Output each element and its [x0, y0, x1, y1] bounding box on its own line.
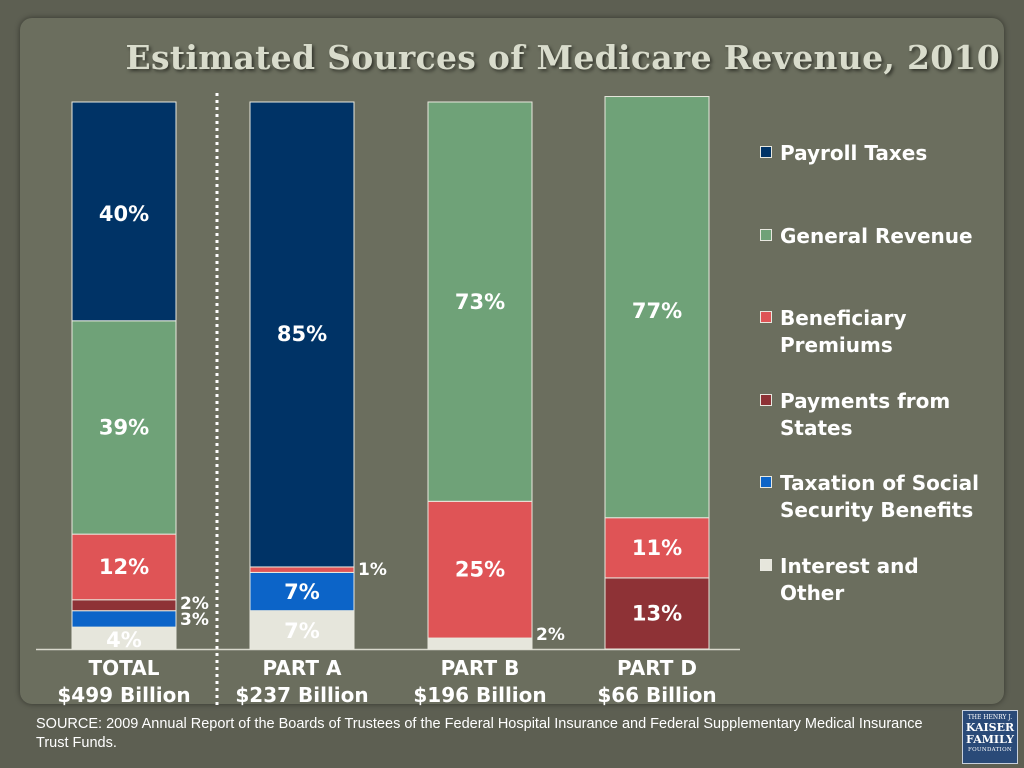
data-label: 4%: [106, 628, 142, 652]
legend-label: Interest and Other: [780, 554, 919, 605]
data-label: 13%: [632, 601, 682, 625]
legend-item-beneficiary-premiums: Beneficiary Premiums: [760, 305, 930, 359]
legend-item-payroll-taxes: Payroll Taxes: [760, 140, 1000, 167]
data-label: 73%: [455, 290, 505, 314]
legend-label: Payroll Taxes: [780, 141, 928, 165]
data-label: 1%: [358, 560, 387, 580]
data-label: 25%: [455, 558, 505, 582]
data-label: 85%: [277, 322, 327, 346]
category-label: PART D: [617, 656, 697, 680]
legend-swatch: [760, 476, 772, 488]
bar-segment: [71, 599, 177, 612]
bar-segment: [427, 101, 533, 502]
legend-swatch: [760, 559, 772, 571]
source-note: SOURCE: 2009 Annual Report of the Boards…: [36, 716, 923, 751]
legend-item-interest-and-other: Interest and Other: [760, 553, 940, 607]
category-label: PART A: [263, 656, 342, 680]
legend-swatch: [760, 229, 772, 241]
legend-swatch: [760, 146, 772, 158]
bar-segment: [427, 637, 533, 650]
legend-label: Taxation of Social Security Benefits: [780, 471, 979, 522]
legend-item-payments-from-states: Payments from States: [760, 388, 970, 442]
data-label: 40%: [99, 202, 149, 226]
legend-swatch: [760, 394, 772, 406]
bar-segment: [604, 96, 710, 519]
category-label: TOTAL: [89, 656, 160, 680]
data-label: 77%: [632, 299, 682, 323]
category-label: $237 Billion: [235, 683, 368, 707]
chart-title: Estimated Sources of Medicare Revenue, 2…: [125, 38, 1000, 77]
legend-swatch: [760, 311, 772, 323]
data-label: 7%: [284, 619, 320, 643]
category-label: $196 Billion: [413, 683, 546, 707]
data-label: 3%: [180, 610, 209, 630]
data-label: 11%: [632, 536, 682, 560]
data-label: 2%: [180, 594, 209, 614]
bar-segment: [249, 101, 355, 568]
legend-label: Payments from States: [780, 389, 951, 440]
bar-segment: [71, 101, 177, 322]
bar-segment: [604, 577, 710, 650]
bar-segment: [71, 320, 177, 535]
legend-item-general-revenue: General Revenue: [760, 223, 1000, 250]
bar-segment: [71, 610, 177, 628]
legend-item-taxation-of-social-security: Taxation of Social Security Benefits: [760, 470, 995, 524]
legend-label: General Revenue: [780, 224, 973, 248]
bar-segment: [604, 517, 710, 579]
bar-segment: [249, 566, 355, 573]
data-label: 7%: [284, 580, 320, 604]
data-label: 39%: [99, 415, 149, 439]
legend-label: Beneficiary Premiums: [780, 306, 907, 357]
bar-segment: [249, 571, 355, 612]
data-label: 12%: [99, 555, 149, 579]
category-label: $499 Billion: [57, 683, 190, 707]
category-label: $66 Billion: [597, 683, 716, 707]
kaiser-family-foundation-logo: THE HENRY J. KAISER FAMILY FOUNDATION: [962, 710, 1018, 764]
bar-segment: [427, 500, 533, 639]
data-label: 2%: [536, 625, 565, 645]
bar-segment: [249, 610, 355, 650]
category-label: PART B: [441, 656, 520, 680]
